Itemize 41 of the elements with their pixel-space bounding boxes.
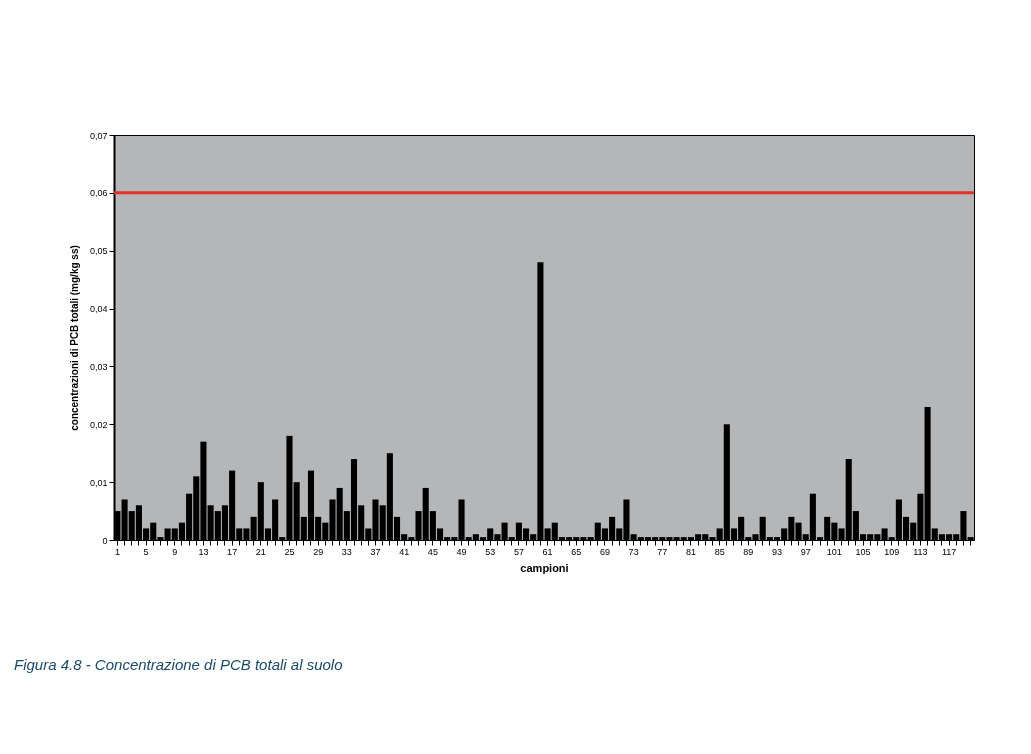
x-tick-label: 117 [941,546,957,557]
x-tick-label: 65 [571,546,582,557]
x-tick-label: 53 [485,546,496,557]
x-tick-label: 9 [172,546,178,557]
y-tick-label: 0,06 [89,188,108,199]
x-tick-label: 109 [884,546,900,557]
x-tick-label: 105 [855,546,871,557]
y-tick-label: 0,05 [89,246,108,257]
x-tick-label: 45 [427,546,438,557]
x-tick-label: 57 [513,546,524,557]
x-tick-label: 61 [542,546,553,557]
y-tick-label: 0,02 [89,419,108,430]
x-tick-label: 81 [685,546,696,557]
x-tick-label: 5 [143,546,149,557]
x-tick-label: 21 [255,546,266,557]
x-tick-label: 85 [714,546,725,557]
y-tick-label: 0 [102,535,108,546]
x-tick-label: 73 [628,546,639,557]
x-tick-label: 89 [743,546,754,557]
x-tick-label: 113 [913,546,928,557]
x-tick-label: 1 [114,546,120,557]
x-tick-label: 101 [826,546,842,557]
x-tick-label: 41 [399,546,410,557]
x-tick-label: 97 [800,546,811,557]
x-tick-label: 93 [772,546,783,557]
y-tick-label: 0,04 [89,304,108,315]
x-tick-label: 69 [599,546,610,557]
x-tick-label: 77 [657,546,668,557]
x-tick-label: 17 [227,546,238,557]
x-tick-label: 49 [456,546,467,557]
y-tick-label: 0,03 [89,361,108,372]
x-tick-label: 29 [313,546,324,557]
x-tick-label: 25 [284,546,295,557]
text: Figura 4.8 - Concentrazione di PCB totali al suolo [14,656,343,673]
x-tick-label: 33 [341,546,352,557]
y-tick-label: 0,07 [89,130,108,141]
x-tick-label: 37 [370,546,381,557]
x-axis-title: campioni [520,561,569,574]
y-axis-title: concentrazioni di PCB totali (mg/kg ss) [68,245,80,431]
y-tick-label: 0,01 [89,477,108,488]
x-tick-label: 13 [198,546,209,557]
